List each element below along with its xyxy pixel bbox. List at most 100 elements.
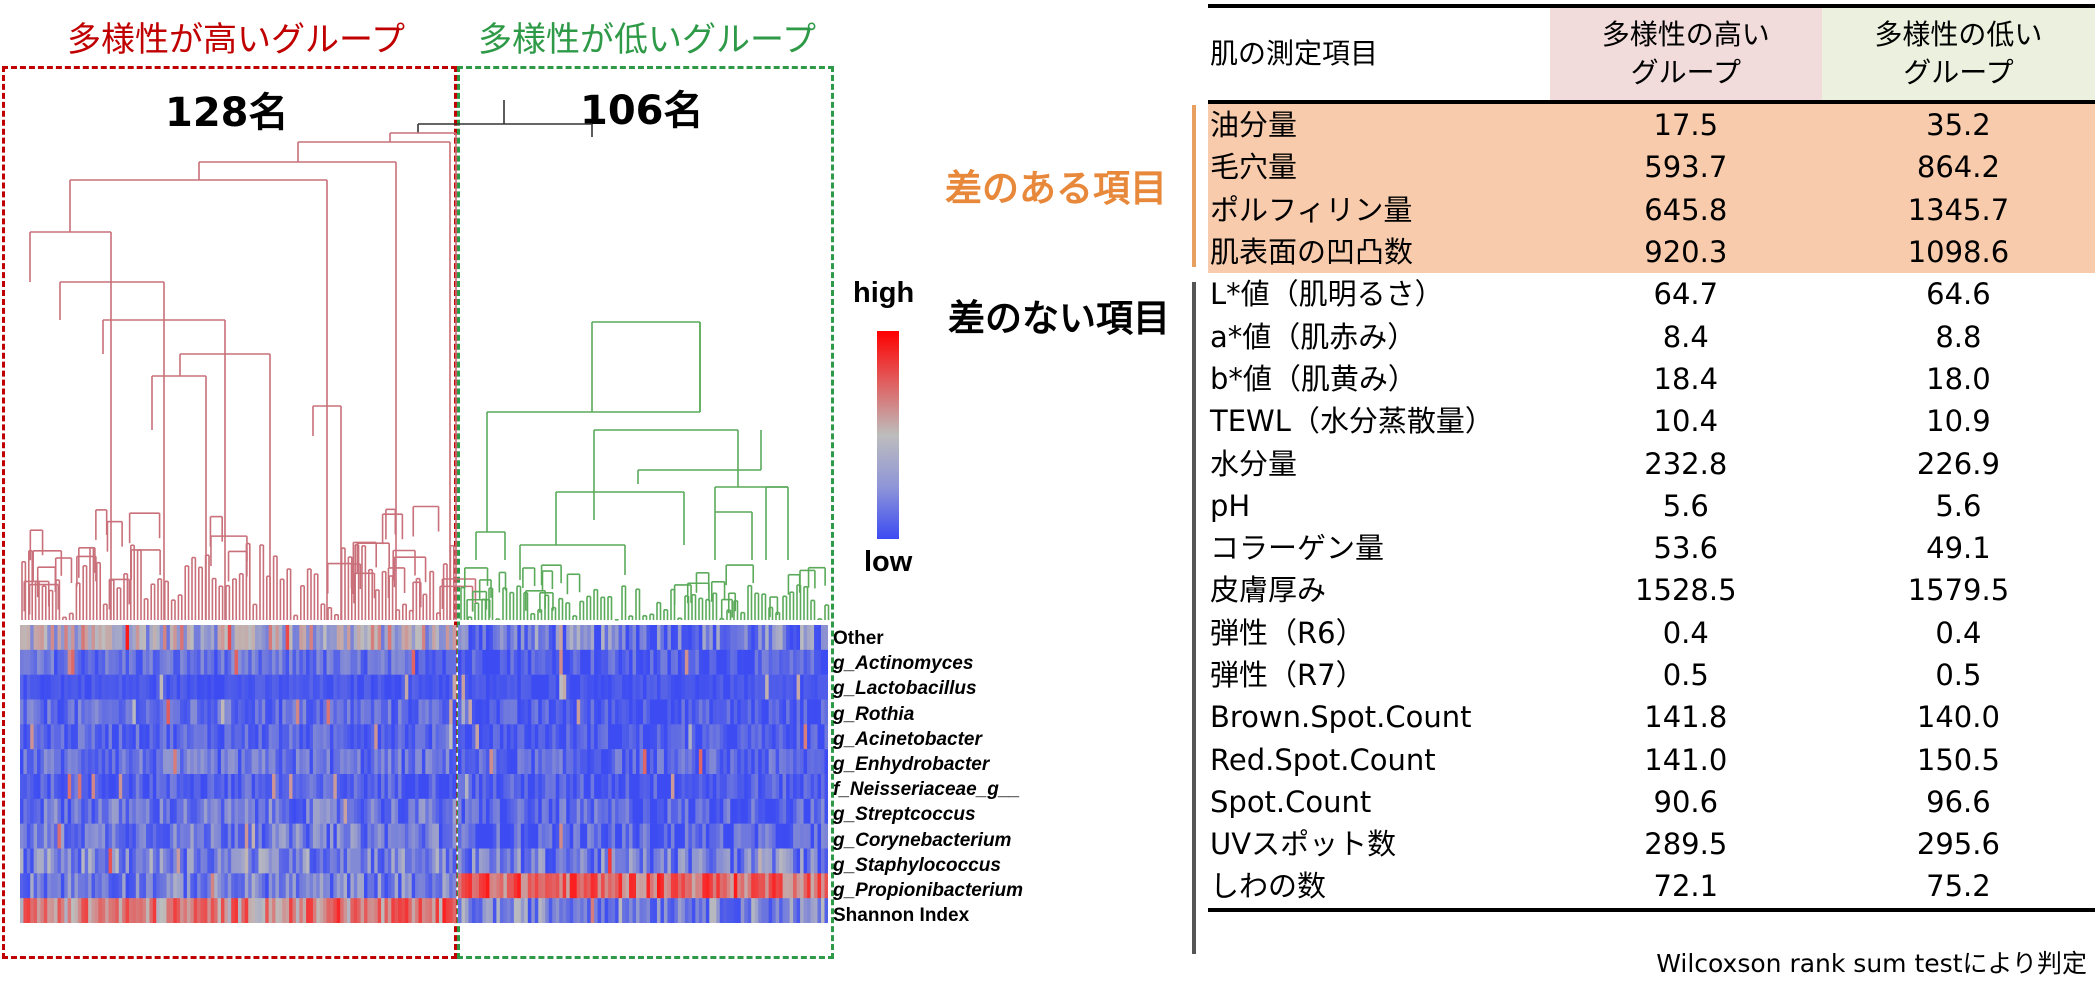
table-row: 弾性（R7） 0.5 0.5: [1208, 654, 2095, 696]
high-group-value: 232.8: [1644, 446, 1728, 481]
table-row: L*値（肌明るさ） 64.7 64.6: [1208, 273, 2095, 315]
taxon-label: g_Acinetobacter: [833, 728, 982, 750]
legend-low-label: low: [864, 546, 913, 578]
high-diversity-group-count: 128名: [165, 90, 289, 136]
table-row: しわの数 72.1 75.2: [1208, 865, 2095, 910]
table-row: 毛穴量 593.7 864.2: [1208, 146, 2095, 189]
header-low-diversity: 多様性の低い グループ: [1821, 6, 2095, 102]
taxon-label: g_Staphylococcus: [833, 854, 1001, 876]
high-group-value: 593.7: [1549, 146, 1822, 189]
low-group-value: 1098.6: [1821, 230, 2095, 274]
high-group-value: 72.1: [1653, 869, 1719, 904]
header-low-line1: 多様性の低い: [1874, 18, 2043, 51]
taxon-label: g_Lactobacillus: [833, 678, 977, 700]
significant-items-bracket: [1192, 105, 1196, 267]
taxon-label: f_Neisseriaceae_g__: [833, 779, 1020, 801]
low-group-value: 49.1: [1926, 531, 1991, 566]
measurement-name: Spot.Count: [1210, 784, 1372, 819]
measurement-name: 水分量: [1210, 446, 1298, 481]
low-group-value: 226.9: [1916, 446, 2000, 481]
taxon-label: g_Propionibacterium: [833, 880, 1024, 901]
low-group-value: 75.2: [1926, 869, 1991, 904]
measurement-name: ポルフィリン量: [1208, 188, 1550, 231]
measurement-name: UVスポット数: [1210, 827, 1397, 862]
low-group-value: 96.6: [1926, 784, 1991, 819]
low-group-value: 5.6: [1935, 488, 1982, 523]
measurement-name: pH: [1210, 488, 1251, 523]
abundance-heatmap: [20, 625, 828, 923]
high-group-value: 5.6: [1662, 488, 1709, 523]
measurement-name: Red.Spot.Count: [1210, 742, 1436, 777]
low-group-value: 10.9: [1926, 404, 1991, 439]
table-row: 弾性（R6） 0.4 0.4: [1208, 612, 2095, 654]
high-group-value: 0.4: [1662, 615, 1709, 650]
low-group-value: 0.5: [1935, 658, 1982, 692]
statistical-test-footnote: Wilcoxson rank sum testにより判定: [1656, 949, 2087, 978]
table-row: TEWL（水分蒸散量） 10.4 10.9: [1208, 400, 2095, 442]
low-group-value: 18.0: [1926, 361, 1991, 396]
low-group-value: 8.8: [1935, 319, 1982, 354]
high-group-value: 645.8: [1549, 188, 1822, 231]
table-row: pH 5.6 5.6: [1208, 485, 2095, 527]
high-group-value: 920.3: [1549, 230, 1822, 274]
measurement-name: 皮膚厚み: [1210, 573, 1327, 608]
table-row: a*値（肌赤み） 8.4 8.8: [1208, 315, 2095, 357]
taxon-label: g_Actinomyces: [833, 653, 974, 675]
high-group-value: 18.4: [1653, 361, 1719, 396]
measurement-name: a*値（肌赤み）: [1210, 319, 1417, 354]
high-group-value: 141.0: [1644, 742, 1728, 777]
low-group-value: 1345.7: [1821, 188, 2095, 231]
table-row: Red.Spot.Count 141.0 150.5: [1208, 738, 2095, 780]
taxon-label: g_Enhydrobacter: [833, 754, 990, 775]
measurement-name: Brown.Spot.Count: [1210, 700, 1472, 735]
high-diversity-group-title: 多様性が高いグループ: [67, 20, 405, 60]
header-high-line2: グループ: [1630, 56, 1741, 89]
legend-high-label: high: [853, 277, 915, 309]
low-diversity-group-title: 多様性が低いグループ: [478, 20, 816, 60]
color-scale-bar: [877, 331, 899, 539]
high-group-value: 64.7: [1653, 277, 1719, 312]
taxon-label: g_Corynebacterium: [833, 829, 1012, 851]
taxon-label: Shannon Index: [833, 905, 970, 927]
low-group-value: 1579.5: [1907, 573, 2010, 608]
measurement-name: 油分量: [1208, 102, 1550, 147]
taxon-label: g_Rothia: [833, 703, 915, 725]
measurement-name: TEWL（水分蒸散量）: [1210, 404, 1494, 439]
low-group-value: 150.5: [1916, 742, 2000, 777]
low-diversity-group-box: [457, 66, 834, 959]
high-group-value: 10.4: [1653, 404, 1719, 439]
measurement-name: 毛穴量: [1208, 146, 1550, 189]
measurement-name: 肌表面の凹凸数: [1208, 230, 1550, 274]
low-diversity-group-count: 106名: [580, 88, 704, 134]
high-group-value: 90.6: [1653, 784, 1719, 819]
low-group-value: 0.4: [1935, 615, 1982, 650]
high-group-value: 53.6: [1653, 531, 1719, 566]
low-group-value: 64.6: [1926, 277, 1991, 312]
table-row: Brown.Spot.Count 141.8 140.0: [1208, 696, 2095, 738]
table-row: b*値（肌黄み） 18.4 18.0: [1208, 358, 2095, 400]
measurement-name: しわの数: [1210, 869, 1327, 904]
skin-measurement-table: 肌の測定項目 多様性の高い グループ 多様性の低い グループ 油分量 17.5 35…: [1208, 4, 2095, 912]
cluster-dendrogram: [21, 100, 830, 621]
table-row: 肌表面の凹凸数 920.3 1098.6: [1208, 230, 2095, 274]
header-high-diversity: 多様性の高い グループ: [1549, 6, 1822, 102]
high-group-value: 141.8: [1644, 700, 1728, 735]
measurement-name: 弾性（R6）: [1210, 615, 1365, 650]
measurement-name: 弾性（R7）: [1210, 658, 1365, 692]
header-low-line2: グループ: [1903, 56, 2014, 89]
high-group-value: 0.5: [1662, 658, 1709, 692]
table-header-row: 肌の測定項目 多様性の高い グループ 多様性の低い グループ: [1208, 6, 2095, 102]
measurement-name: L*値（肌明るさ）: [1210, 277, 1444, 312]
header-item: 肌の測定項目: [1210, 37, 1379, 70]
low-group-value: 140.0: [1916, 700, 2000, 735]
table-row: UVスポット数 289.5 295.6: [1208, 823, 2095, 865]
high-group-value: 8.4: [1662, 319, 1709, 354]
significant-items-label: 差のある項目: [945, 167, 1167, 210]
header-high-line1: 多様性の高い: [1601, 18, 1770, 51]
measurement-name: コラーゲン量: [1210, 531, 1385, 566]
taxon-label: g_Streptcoccus: [833, 804, 976, 826]
table-row: ポルフィリン量 645.8 1345.7: [1208, 188, 2095, 231]
table-row: コラーゲン量 53.6 49.1: [1208, 527, 2095, 569]
table-row: 水分量 232.8 226.9: [1208, 442, 2095, 484]
high-group-value: 17.5: [1549, 102, 1822, 147]
